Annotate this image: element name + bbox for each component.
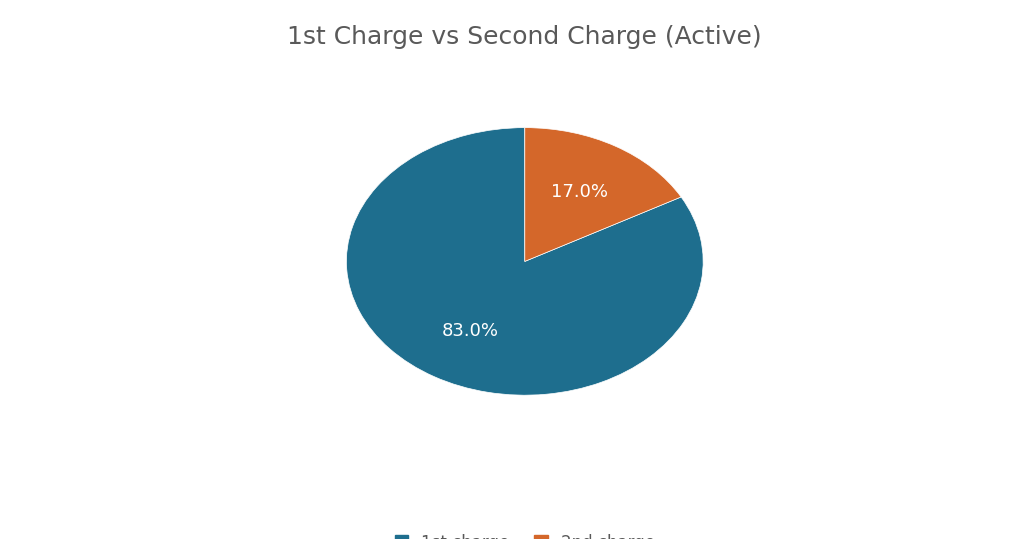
Legend: 1st charge, 2nd charge: 1st charge, 2nd charge	[386, 526, 664, 539]
Wedge shape	[524, 128, 681, 261]
Text: 17.0%: 17.0%	[551, 183, 608, 202]
Title: 1st Charge vs Second Charge (Active): 1st Charge vs Second Charge (Active)	[288, 25, 762, 49]
Text: 83.0%: 83.0%	[441, 321, 499, 340]
Wedge shape	[346, 128, 703, 395]
